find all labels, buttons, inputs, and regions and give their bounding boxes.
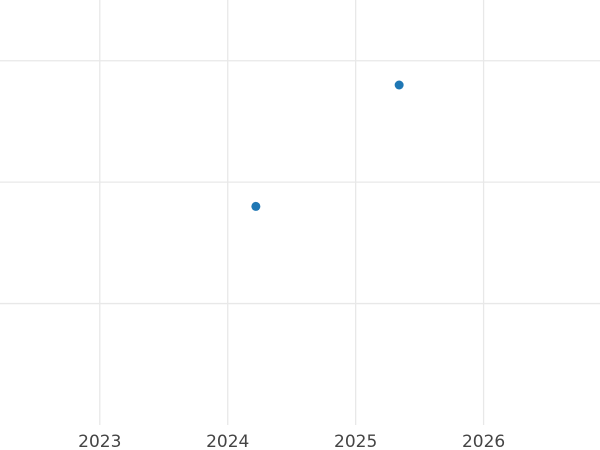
x-tick-label: 2023 [78, 432, 121, 450]
data-point [251, 201, 261, 211]
data-points [251, 80, 404, 211]
grid [0, 0, 600, 425]
data-point [394, 80, 404, 90]
x-tick-label: 2026 [462, 432, 505, 450]
x-axis-ticks: 2023 2024 2025 2026 [78, 432, 505, 450]
x-tick-label: 2024 [206, 432, 249, 450]
x-tick-label: 2025 [334, 432, 377, 450]
